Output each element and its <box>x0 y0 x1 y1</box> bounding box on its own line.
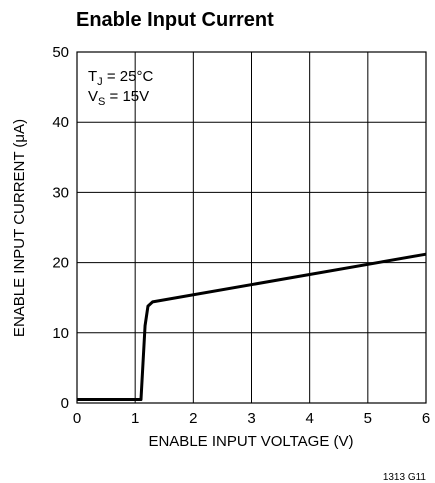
y-tick-label: 0 <box>61 395 69 412</box>
x-tick-label: 4 <box>305 410 313 427</box>
chart-title: Enable Input Current <box>76 9 274 31</box>
annotation: TJ = 25°C <box>88 68 153 88</box>
y-axis-label: ENABLE INPUT CURRENT (μA) <box>11 119 28 337</box>
x-tick-label: 3 <box>247 410 255 427</box>
annotation-subscript: S <box>98 96 105 108</box>
annotation-part: T <box>88 68 97 85</box>
data-line <box>77 252 427 401</box>
y-tick-label: 10 <box>52 325 69 342</box>
x-tick-label: 1 <box>131 410 139 427</box>
y-tick-label: 50 <box>52 44 69 61</box>
annotation-part: = 15V <box>105 88 149 105</box>
x-tick-label: 5 <box>364 410 372 427</box>
annotation-part: = 25°C <box>103 68 154 85</box>
y-tick-label: 40 <box>52 114 69 131</box>
x-tick-label: 0 <box>73 410 81 427</box>
y-tick-label: 30 <box>52 184 69 201</box>
x-tick-label: 2 <box>189 410 197 427</box>
footnote: 1313 G11 <box>383 472 427 483</box>
annotation: VS = 15V <box>88 88 149 108</box>
x-axis-label: ENABLE INPUT VOLTAGE (V) <box>148 433 353 450</box>
y-tick-label: 20 <box>52 255 69 272</box>
x-tick-label: 6 <box>422 410 430 427</box>
plot-frame <box>76 51 427 404</box>
annotation-part: V <box>88 88 98 105</box>
annotation-subscript: J <box>97 76 103 88</box>
